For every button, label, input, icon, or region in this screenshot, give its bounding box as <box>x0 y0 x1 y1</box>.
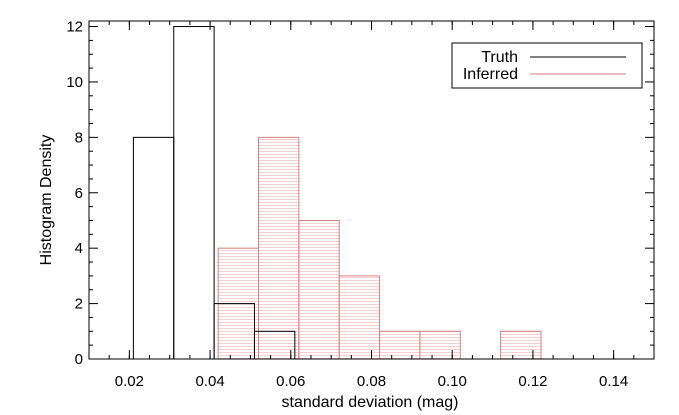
x-tick-label: 0.10 <box>438 373 467 390</box>
y-tick-label: 4 <box>75 240 83 257</box>
x-tick-label: 0.06 <box>276 373 305 390</box>
inferred-bar-6 <box>500 330 542 360</box>
truth-bar-0 <box>132 136 175 360</box>
x-tick-label: 0.08 <box>357 373 386 390</box>
inferred-bar-2 <box>298 219 340 360</box>
y-tick-label: 2 <box>75 296 83 313</box>
inferred-bar-4 <box>379 330 421 360</box>
inferred-bar-3 <box>338 275 381 360</box>
y-tick-label: 0 <box>75 351 83 368</box>
y-tick-label: 8 <box>75 129 83 146</box>
y-axis-label: Histogram Density <box>38 135 55 266</box>
ticks: 0.02 0.04 0.06 0.08 0.10 0.12 0.14 0 2 4 6 8 10 12 <box>66 19 655 390</box>
x-tick-label: 0.14 <box>599 373 628 390</box>
x-axis-label: standard deviation (mag) <box>282 394 459 411</box>
legend-box <box>451 42 643 89</box>
inferred-bar-1 <box>258 136 300 360</box>
inferred-bars <box>217 136 542 360</box>
legend-label-inferred: Inferred <box>463 66 518 83</box>
y-tick-label: 6 <box>75 185 83 202</box>
truth-bar-1 <box>173 26 215 360</box>
y-tick-label: 10 <box>66 74 83 91</box>
legend: Truth Inferred <box>451 42 643 89</box>
x-tick-label: 0.12 <box>518 373 547 390</box>
x-tick-label: 0.02 <box>115 373 144 390</box>
legend-label-truth: Truth <box>481 49 518 66</box>
inferred-bar-5 <box>419 330 461 360</box>
x-tick-label: 0.04 <box>195 373 224 390</box>
y-tick-label: 12 <box>66 19 83 36</box>
